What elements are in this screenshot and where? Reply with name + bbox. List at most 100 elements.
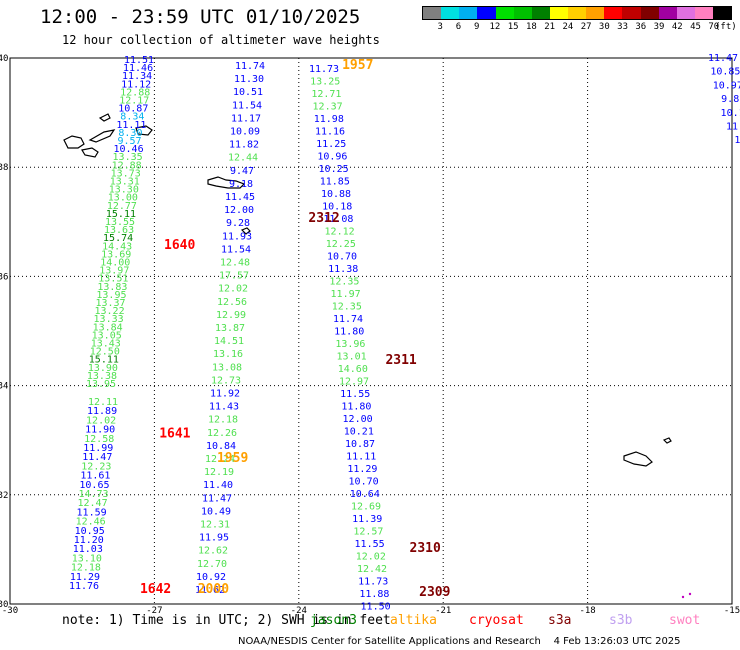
wave-height-value: 13.51 [98,274,128,285]
colorbar-swatch [586,7,605,19]
wave-height-value: 12.42 [357,564,387,575]
pass-time-label: 1957 [342,58,373,73]
colorbar-swatch [658,7,677,19]
wave-height-value: 10.92 [196,572,226,583]
wave-height-value: 11.08 [323,214,353,225]
wave-height-value: 11.59 [77,507,107,518]
map-frame [9,57,733,605]
wave-height-value: 12.88 [120,87,150,98]
wave-height-value: 11.17 [231,113,261,124]
satellite-altika: altika [390,613,437,628]
satellite-s3a: s3a [548,613,572,628]
wave-height-value: 11.80 [334,327,364,338]
wave-height-value: 11.73 [358,577,388,588]
colorbar-swatch [531,7,550,19]
wave-height-value: 11.30 [234,74,264,85]
wave-height-value: 11.73 [309,64,339,75]
wave-height-value: 12.44 [228,153,258,164]
wave-height-value: 15.74 [103,233,133,244]
wave-height-value: 12.97 [339,377,369,388]
wave-height-value: 11.50 [361,602,391,613]
wave-height-value: 10.64 [350,489,380,500]
satellite-jason3: jason3 [310,613,357,628]
lat-tick-label: 38 [0,163,8,173]
wave-height-value: 13.05 [92,330,122,341]
wave-height-value: 9.47 [230,166,254,177]
pass-time-label: 2310 [410,541,441,556]
island-outline [88,129,116,143]
wave-height-value: 12.24 [205,454,235,465]
wave-height-value: 12.71 [311,89,341,100]
island-outline [207,176,246,189]
wave-height-value: 11.93 [222,231,252,242]
wave-height-value: 11.47 [708,53,738,64]
wave-height-value: 12.23 [81,461,111,472]
wave-height-value: 13.55 [105,217,135,228]
wave-height-value: 14.43 [102,241,132,252]
wave-height-value: 10.46 [113,144,143,155]
wave-height-value: 10.88 [321,189,351,200]
wave-height-value: 11.55 [340,389,370,400]
satellite-s3b: s3b [609,613,633,628]
wave-height-value: 12.73 [211,375,241,386]
wave-height-value: 11.85 [320,177,350,188]
colorbar-tick-label: 24 [562,22,574,32]
colorbar-swatch [459,7,478,19]
wave-height-value: 10.87 [118,104,148,115]
wave-height-value: 11.92 [210,389,240,400]
wave-height-value: 11.51 [124,55,154,66]
wave-height-value: 11.11 [346,452,376,463]
wave-height-value: 9.8 [721,94,739,105]
wave-height-value: 10.95 [75,526,105,537]
island-outline [623,451,653,467]
wave-height-value: 12.31 [200,520,230,531]
pass-time-label: 2309 [419,585,450,600]
data-dot [681,595,685,599]
satellite-cryosat: cryosat [469,613,524,628]
wave-height-value: 12.18 [71,563,101,574]
lon-tick-label: -21 [435,606,451,616]
wave-height-value: 12.62 [198,546,228,557]
wave-height-value: 11.46 [123,63,153,74]
colorbar-tick-label: 42 [671,22,683,32]
wave-height-value: 8.34 [120,112,144,123]
wave-height-value: 11.61 [80,471,110,482]
wave-height-value: 11.80 [341,402,371,413]
wave-height-value: 10.51 [233,87,263,98]
island-outline [63,135,85,149]
wave-height-value: 13.30 [109,185,139,196]
wave-height-value: 12.00 [224,205,254,216]
lon-tick-label: -18 [579,606,595,616]
wave-height-value: 11.11 [116,120,146,131]
wave-height-value: 11.12 [121,79,151,90]
wave-height-value: 12.25 [326,239,356,250]
wave-height-value: 11.25 [316,139,346,150]
pass-time-label: 2312 [308,211,339,226]
lon-tick-label: -30 [2,606,18,616]
wave-height-value: 13.43 [91,339,121,350]
wave-height-value: 10.70 [349,477,379,488]
wave-height-value: 10.70 [327,252,357,263]
wave-height-value: 13.95 [96,290,126,301]
wave-height-value: 11.74 [333,314,363,325]
wave-height-value: 13.83 [97,282,127,293]
colorbar-tick-label: 45 [690,22,701,32]
wave-height-value: 14.00 [100,258,130,269]
wave-height-value: 12.46 [76,517,106,528]
wave-height-value: 11.34 [122,71,152,82]
colorbar-tick-label: 39 [653,22,665,32]
wave-height-colorbar [422,6,732,20]
colorbar-tick-label: 27 [580,22,592,32]
wave-height-value: 12.17 [119,96,149,107]
wave-height-value: 10.18 [322,202,352,213]
colorbar-swatch [604,7,623,19]
island-outline [240,227,251,235]
wave-height-value: 11.62 [195,585,225,596]
lat-tick-label: 32 [0,491,8,501]
wave-height-value: 13.22 [94,306,124,317]
wave-height-value: 11.29 [347,464,377,475]
colorbar-swatch [568,7,587,19]
island-outline [135,125,153,136]
wave-height-value: 11.16 [315,127,345,138]
island-outline [662,437,672,444]
